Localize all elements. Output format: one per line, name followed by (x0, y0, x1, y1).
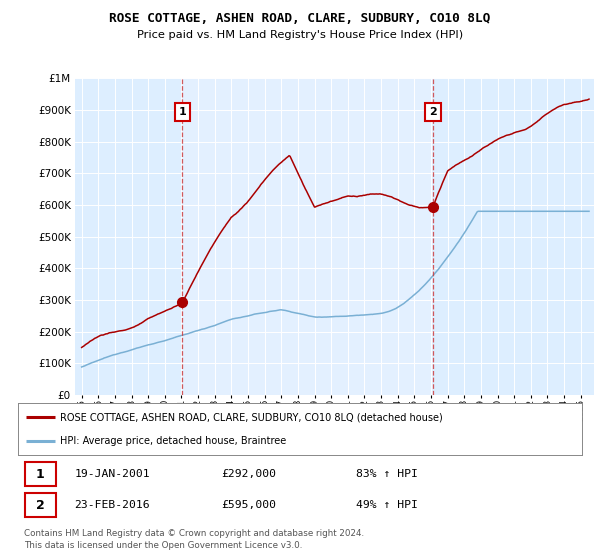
Text: 1: 1 (35, 468, 44, 481)
Text: ROSE COTTAGE, ASHEN ROAD, CLARE, SUDBURY, CO10 8LQ (detached house): ROSE COTTAGE, ASHEN ROAD, CLARE, SUDBURY… (60, 412, 443, 422)
Text: £292,000: £292,000 (221, 469, 276, 479)
Text: 49% ↑ HPI: 49% ↑ HPI (356, 500, 418, 510)
Text: HPI: Average price, detached house, Braintree: HPI: Average price, detached house, Brai… (60, 436, 287, 446)
Text: 19-JAN-2001: 19-JAN-2001 (74, 469, 150, 479)
Text: 1: 1 (178, 106, 186, 116)
Text: Price paid vs. HM Land Registry's House Price Index (HPI): Price paid vs. HM Land Registry's House … (137, 30, 463, 40)
Text: £595,000: £595,000 (221, 500, 276, 510)
FancyBboxPatch shape (25, 493, 56, 517)
Text: Contains HM Land Registry data © Crown copyright and database right 2024.: Contains HM Land Registry data © Crown c… (24, 529, 364, 538)
FancyBboxPatch shape (25, 462, 56, 487)
Bar (182, 78, 433, 395)
Text: 2: 2 (429, 106, 437, 116)
Text: This data is licensed under the Open Government Licence v3.0.: This data is licensed under the Open Gov… (24, 541, 302, 550)
Text: 2: 2 (35, 498, 44, 512)
Text: ROSE COTTAGE, ASHEN ROAD, CLARE, SUDBURY, CO10 8LQ: ROSE COTTAGE, ASHEN ROAD, CLARE, SUDBURY… (109, 12, 491, 25)
Text: 23-FEB-2016: 23-FEB-2016 (74, 500, 150, 510)
Text: 83% ↑ HPI: 83% ↑ HPI (356, 469, 418, 479)
